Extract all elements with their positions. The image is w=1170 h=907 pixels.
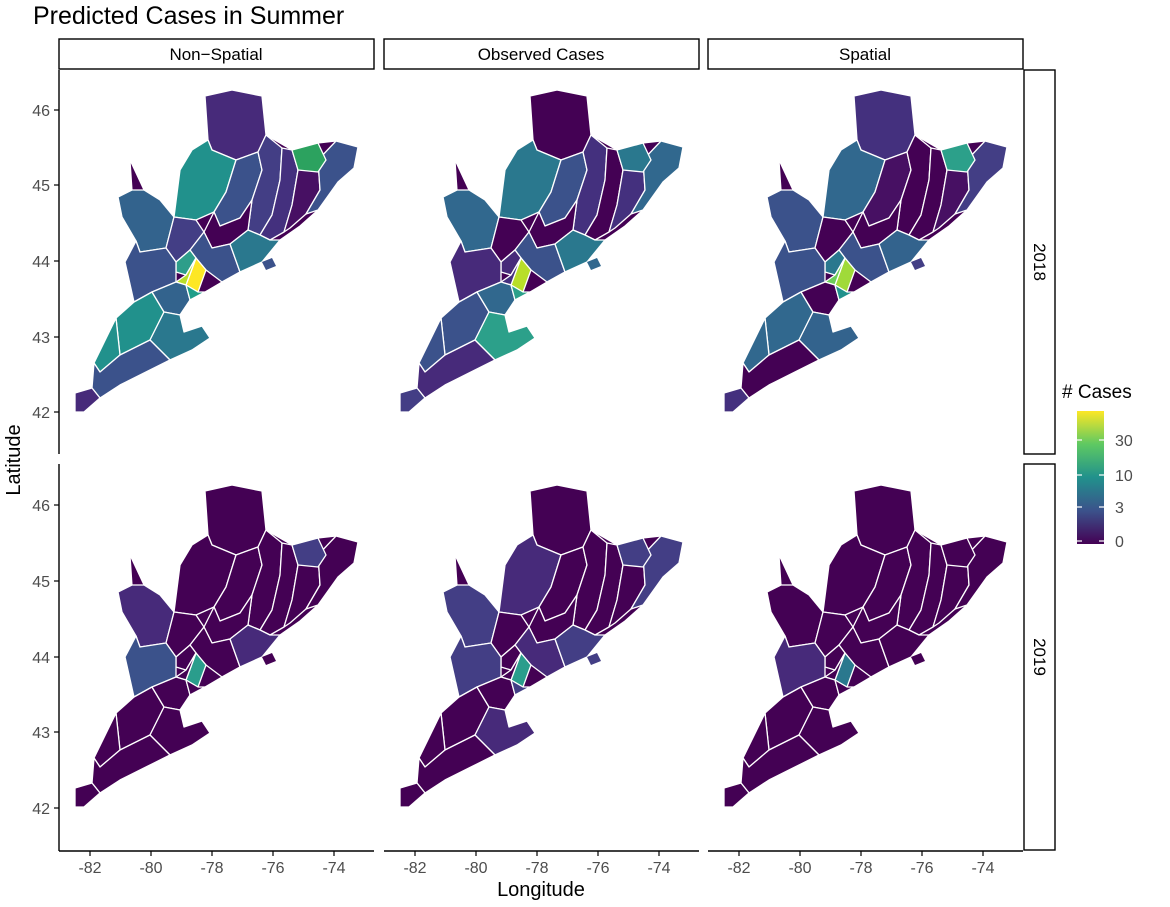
facet-strip-col-3-label: Spatial — [839, 45, 891, 64]
health-unit-region — [529, 89, 592, 161]
health-unit-region — [74, 782, 101, 808]
health-unit-region — [529, 484, 592, 556]
y-tick-label: 42 — [32, 801, 50, 818]
health-unit-region — [442, 189, 500, 253]
map-panel-1-3 — [723, 89, 1008, 413]
y-axis-row-2 — [54, 504, 59, 809]
facet-strip-col-3 — [707, 38, 1024, 70]
x-tick-label: -74 — [647, 860, 670, 877]
y-axis-title: Latitude — [3, 424, 25, 495]
y-tick-label: 46 — [32, 103, 50, 120]
health-unit-region — [878, 229, 930, 273]
legend-title: # Cases — [1062, 382, 1132, 403]
legend-colorbar — [1077, 411, 1104, 544]
facet-strip-col-2-label: Observed Cases — [478, 45, 605, 64]
facet-strip-col-1 — [58, 38, 375, 70]
facet-strip-row-2-label: 2019 — [1030, 638, 1049, 676]
x-tick-label: -74 — [971, 860, 994, 877]
legend-label: 0 — [1115, 534, 1124, 551]
health-unit-region — [616, 142, 652, 173]
health-unit-region — [399, 387, 426, 413]
facet-strip-col-1-label: Non−Spatial — [169, 45, 262, 64]
x-tick-label: -82 — [403, 860, 426, 877]
island-region — [911, 653, 925, 665]
y-tick-label: 43 — [32, 725, 50, 742]
x-tick-label: -78 — [849, 860, 872, 877]
island-region — [262, 653, 276, 665]
x-tick-label: -78 — [525, 860, 548, 877]
health-unit-region — [442, 584, 500, 648]
facet-strip-col-2 — [383, 38, 700, 70]
health-unit-region — [554, 229, 606, 273]
health-unit-region — [510, 679, 531, 696]
health-unit-region — [616, 537, 652, 568]
x-tick-label: -74 — [322, 860, 345, 877]
health-unit-region — [766, 584, 824, 648]
legend: # Cases 30 10 3 0 — [1062, 382, 1133, 551]
health-unit-region — [399, 782, 426, 808]
y-tick-label: 46 — [32, 498, 50, 515]
y-tick-label: 44 — [32, 254, 50, 271]
health-unit-region — [834, 284, 855, 301]
x-tick-label: -76 — [910, 860, 933, 877]
health-unit-region — [940, 142, 976, 173]
y-tick-label: 42 — [32, 405, 50, 422]
x-tick-label: -80 — [139, 860, 162, 877]
map-panel-1-1 — [74, 89, 359, 413]
health-unit-region — [878, 624, 930, 668]
x-axis-ticks — [89, 851, 984, 856]
health-unit-region — [117, 584, 175, 648]
map-panels — [74, 89, 1008, 808]
health-unit-region — [853, 484, 916, 556]
island-region — [262, 258, 276, 270]
health-unit-region — [229, 624, 281, 668]
map-panel-2-1 — [74, 484, 359, 808]
health-unit-region — [229, 229, 281, 273]
y-tick-label: 45 — [32, 574, 50, 591]
x-tick-label: -78 — [200, 860, 223, 877]
x-tick-label: -76 — [261, 860, 284, 877]
health-unit-region — [291, 537, 327, 568]
map-panel-1-2 — [399, 89, 684, 413]
x-axis-title: Longitude — [497, 879, 585, 901]
island-region — [587, 258, 601, 270]
health-unit-region — [291, 142, 327, 173]
y-tick-label: 45 — [32, 178, 50, 195]
facet-strip-row-1 — [1023, 69, 1056, 455]
health-unit-region — [834, 679, 855, 696]
health-unit-region — [940, 537, 976, 568]
health-unit-region — [185, 284, 206, 301]
health-unit-region — [204, 89, 267, 161]
health-unit-region — [185, 679, 206, 696]
map-panel-2-3 — [723, 484, 1008, 808]
legend-label: 3 — [1115, 500, 1124, 517]
island-region — [587, 653, 601, 665]
y-tick-label: 43 — [32, 330, 50, 347]
health-unit-region — [74, 387, 101, 413]
health-unit-region — [204, 484, 267, 556]
health-unit-region — [510, 284, 531, 301]
x-tick-label: -76 — [586, 860, 609, 877]
x-tick-label: -82 — [78, 860, 101, 877]
legend-label: 30 — [1115, 433, 1133, 450]
y-axis-row-1 — [54, 109, 59, 413]
facet-strip-row-2 — [1023, 463, 1056, 851]
x-tick-label: -80 — [788, 860, 811, 877]
health-unit-region — [723, 782, 750, 808]
x-tick-label: -82 — [727, 860, 750, 877]
x-tick-label: -80 — [464, 860, 487, 877]
legend-label: 10 — [1115, 468, 1133, 485]
facet-strip-row-1-label: 2018 — [1030, 243, 1049, 281]
y-tick-label: 44 — [32, 650, 50, 667]
health-unit-region — [723, 387, 750, 413]
health-unit-region — [117, 189, 175, 253]
map-panel-2-2 — [399, 484, 684, 808]
health-unit-region — [766, 189, 824, 253]
island-region — [911, 258, 925, 270]
health-unit-region — [554, 624, 606, 668]
chart-title: Predicted Cases in Summer — [33, 2, 344, 30]
health-unit-region — [853, 89, 916, 161]
